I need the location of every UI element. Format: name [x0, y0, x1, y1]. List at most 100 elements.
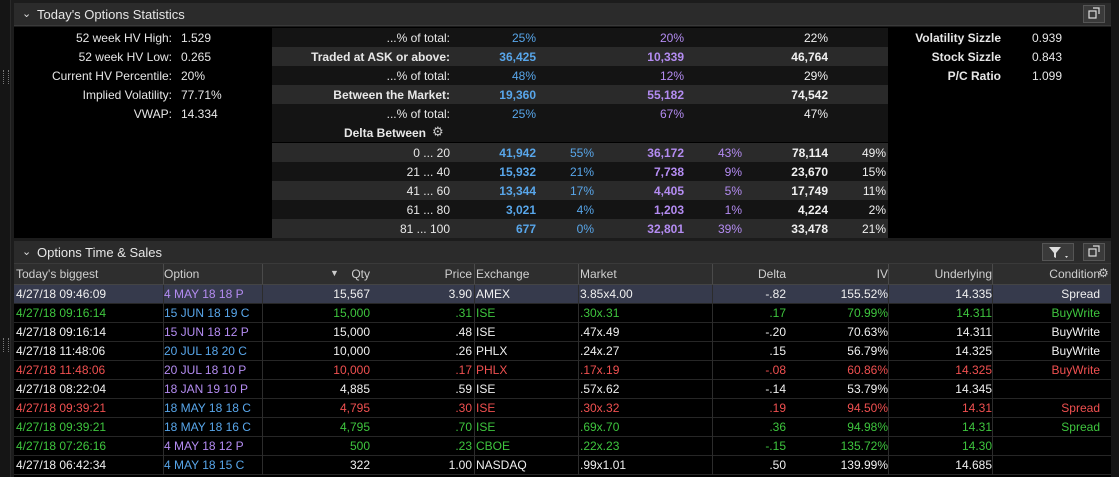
- column-divider: [578, 304, 579, 323]
- cell-price: .59: [455, 382, 472, 396]
- cell-delta: -.82: [765, 287, 786, 301]
- column-divider: [262, 304, 263, 323]
- puts-value: 32,801: [647, 222, 684, 236]
- cell-price: 1.00: [448, 458, 472, 472]
- table-row[interactable]: 4/27/18 06:42:34 4 MAY 18 15 C 322 1.00 NASD…: [14, 456, 1111, 475]
- gear-icon[interactable]: ⚙: [432, 124, 444, 139]
- cell-market: .22x.23: [580, 439, 620, 453]
- column-divider: [888, 304, 889, 323]
- table-row[interactable]: 4/27/18 09:39:21 18 MAY 18 18 C 4,795 .30 IS…: [14, 399, 1111, 418]
- table-row[interactable]: 4/27/18 09:16:14 15 JUN 18 19 C 15,000 .31 I…: [14, 304, 1111, 323]
- column-divider: [262, 323, 263, 342]
- table-row[interactable]: 4/27/18 09:39:21 18 MAY 18 16 C 4,795 .70 IS…: [14, 418, 1111, 437]
- cell-exchange: CBOE: [476, 439, 511, 453]
- filter-icon: [1049, 247, 1068, 258]
- col-header-option[interactable]: Option: [164, 267, 200, 281]
- puts-value: 1,203: [653, 203, 684, 217]
- stats-row: ...% of total: 25% 20% 22%: [272, 28, 888, 47]
- column-divider: [992, 361, 993, 380]
- cell-underlying: 14.345: [955, 382, 992, 396]
- cell-qty: 15,000: [333, 325, 370, 339]
- total-pct: 21%: [861, 222, 886, 236]
- cell-exchange: ISE: [476, 401, 496, 415]
- cell-option: 20 JUL 18 10 P: [164, 363, 247, 377]
- cell-market: .99x1.01: [580, 458, 627, 472]
- cell-market: .30x.31: [580, 306, 620, 320]
- cell-time: 4/27/18 11:48:06: [16, 363, 106, 377]
- cell-price: .17: [455, 363, 472, 377]
- puts-pct: 1%: [724, 203, 742, 217]
- column-divider: [992, 264, 993, 284]
- resize-grip-icon[interactable]: [3, 338, 9, 352]
- table-row[interactable]: 4/27/18 11:48:06 20 JUL 18 10 P 10,000 .17 P…: [14, 361, 1111, 380]
- gear-icon[interactable]: ⚙: [1098, 266, 1109, 280]
- column-divider: [578, 361, 579, 380]
- column-divider: [163, 361, 164, 380]
- calls-pct: 0%: [576, 222, 594, 236]
- table-row[interactable]: 4/27/18 09:16:14 15 JUN 18 12 P 15,000 .48 I…: [14, 323, 1111, 342]
- cell-iv: 94.50%: [847, 401, 888, 415]
- resize-grip-icon[interactable]: [3, 70, 9, 84]
- cell-price: 3.90: [448, 287, 472, 301]
- stat-label: Implied Volatility:: [82, 88, 172, 102]
- calls-pct: 55%: [569, 146, 594, 160]
- chevron-down-icon[interactable]: ⌄: [22, 246, 32, 258]
- column-divider: [262, 342, 263, 361]
- cell-price: .31: [455, 306, 472, 320]
- column-divider: [888, 418, 889, 437]
- puts-value: 67%: [659, 107, 684, 121]
- table-row[interactable]: 4/27/18 07:26:16 4 MAY 18 12 P 500 .23 CBOE.…: [14, 437, 1111, 456]
- puts-pct: 43%: [717, 146, 742, 160]
- cell-option: 4 MAY 18 12 P: [164, 439, 244, 453]
- col-header-market[interactable]: Market: [580, 267, 617, 281]
- col-header-delta[interactable]: Delta: [757, 267, 786, 281]
- col-header-price[interactable]: Price: [444, 267, 472, 281]
- maximize-button[interactable]: [1083, 243, 1105, 261]
- calls-pct: 17%: [569, 184, 594, 198]
- stat-label: 52 week HV High:: [75, 31, 172, 45]
- col-header-qty[interactable]: Qty: [351, 267, 370, 281]
- col-header-time[interactable]: Today's biggest: [16, 267, 99, 281]
- col-header-condition[interactable]: Condition: [1049, 267, 1100, 281]
- options-statistics-header[interactable]: ⌄ Today's Options Statistics: [14, 3, 1111, 26]
- maximize-button[interactable]: [1083, 5, 1105, 23]
- column-divider: [992, 456, 993, 475]
- column-divider: [712, 456, 713, 475]
- puts-pct: 39%: [717, 222, 742, 236]
- col-header-underlying[interactable]: Underlying: [934, 267, 992, 281]
- calls-value: 13,344: [499, 184, 536, 198]
- column-divider: [888, 437, 889, 456]
- cell-delta: -.14: [765, 382, 786, 396]
- filter-button[interactable]: [1042, 243, 1074, 261]
- table-row[interactable]: 4/27/18 09:46:09 4 MAY 18 18 P 15,567 3.90 A…: [14, 285, 1111, 304]
- cell-option: 18 MAY 18 16 C: [164, 420, 251, 434]
- sort-desc-icon[interactable]: ▼: [330, 268, 339, 278]
- cell-exchange: PHLX: [476, 363, 508, 377]
- chevron-down-icon[interactable]: ⌄: [22, 8, 32, 20]
- cell-qty: 500: [349, 439, 370, 453]
- column-divider: [888, 264, 889, 284]
- col-header-iv[interactable]: IV: [876, 267, 888, 281]
- cell-condition: BuyWrite: [1051, 306, 1100, 320]
- column-divider: [888, 361, 889, 380]
- column-divider: [474, 380, 475, 399]
- options-statistics-body: 52 week HV High: 1.529 52 week HV Low: 0.26…: [14, 27, 1111, 238]
- column-divider: [992, 304, 993, 323]
- right-gutter: [1111, 0, 1119, 477]
- cell-underlying: 14.311: [956, 306, 992, 320]
- column-divider: [578, 456, 579, 475]
- cell-delta: .17: [769, 306, 786, 320]
- stat-value: 14.334: [181, 107, 218, 121]
- table-row[interactable]: 4/27/18 11:48:06 20 JUL 18 20 C 10,000 .26 P…: [14, 342, 1111, 361]
- col-header-exchange[interactable]: Exchange: [476, 267, 530, 281]
- column-divider: [712, 361, 713, 380]
- cell-price: .23: [455, 439, 472, 453]
- maximize-icon: [1088, 245, 1100, 257]
- cell-time: 4/27/18 09:39:21: [16, 420, 107, 434]
- cell-exchange: AMEX: [476, 287, 511, 301]
- table-row[interactable]: 4/27/18 08:22:04 18 JAN 19 10 P 4,885 .59 IS…: [14, 380, 1111, 399]
- cell-condition: BuyWrite: [1051, 325, 1100, 339]
- time-and-sales-header[interactable]: ⌄ Options Time & Sales: [14, 241, 1111, 264]
- cell-option: 18 JAN 19 10 P: [164, 382, 249, 396]
- puts-value: 4,405: [653, 184, 684, 198]
